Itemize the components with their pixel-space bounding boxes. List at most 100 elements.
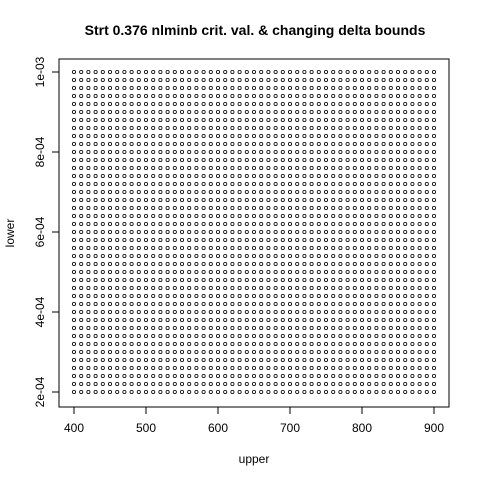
- data-point: [302, 349, 307, 354]
- data-point: [115, 149, 120, 154]
- data-point: [208, 102, 213, 107]
- data-point: [208, 333, 213, 338]
- data-point: [323, 349, 328, 354]
- data-point: [388, 229, 393, 234]
- data-point: [374, 269, 379, 274]
- data-point: [316, 301, 321, 306]
- data-point: [129, 133, 134, 138]
- data-point: [316, 78, 321, 83]
- data-point: [79, 157, 84, 162]
- data-point: [323, 181, 328, 186]
- data-point: [431, 165, 436, 170]
- data-point: [72, 309, 77, 314]
- data-point: [136, 70, 141, 75]
- data-point: [93, 102, 98, 107]
- data-point: [172, 245, 177, 250]
- data-point: [115, 126, 120, 131]
- data-point: [374, 365, 379, 370]
- data-point: [136, 253, 141, 258]
- data-point: [352, 133, 357, 138]
- data-point: [424, 197, 429, 202]
- data-point: [172, 197, 177, 202]
- data-point: [280, 110, 285, 115]
- data-point: [345, 205, 350, 210]
- data-point: [338, 110, 343, 115]
- data-point: [287, 365, 292, 370]
- data-point: [367, 70, 372, 75]
- data-point: [302, 357, 307, 362]
- data-point: [223, 110, 228, 115]
- data-point: [143, 213, 148, 218]
- data-point: [129, 149, 134, 154]
- data-point: [136, 285, 141, 290]
- data-point: [417, 237, 422, 242]
- data-point: [345, 245, 350, 250]
- data-point: [259, 269, 264, 274]
- data-point: [86, 221, 91, 226]
- data-point: [388, 373, 393, 378]
- data-point: [108, 110, 113, 115]
- data-point: [108, 205, 113, 210]
- data-point: [431, 110, 436, 115]
- data-point: [410, 221, 415, 226]
- data-point: [136, 349, 141, 354]
- data-point: [273, 373, 278, 378]
- data-point: [417, 181, 422, 186]
- data-point: [316, 213, 321, 218]
- data-point: [93, 301, 98, 306]
- data-point: [86, 86, 91, 91]
- data-point: [403, 181, 408, 186]
- data-point: [331, 118, 336, 123]
- data-point: [230, 333, 235, 338]
- data-point: [143, 165, 148, 170]
- data-point: [251, 333, 256, 338]
- data-point: [136, 205, 141, 210]
- data-point: [223, 237, 228, 242]
- data-point: [72, 285, 77, 290]
- data-point: [244, 365, 249, 370]
- data-point: [367, 165, 372, 170]
- data-point: [266, 165, 271, 170]
- y-tick-label: 4e-04: [33, 296, 47, 327]
- data-point: [165, 110, 170, 115]
- data-point: [251, 245, 256, 250]
- data-point: [374, 277, 379, 282]
- data-point: [158, 373, 163, 378]
- data-point: [352, 118, 357, 123]
- data-point: [244, 261, 249, 266]
- data-point: [410, 94, 415, 99]
- data-point: [352, 102, 357, 107]
- data-point: [359, 133, 364, 138]
- data-point: [424, 269, 429, 274]
- data-point: [367, 365, 372, 370]
- data-point: [172, 277, 177, 282]
- data-point: [136, 261, 141, 266]
- data-point: [165, 181, 170, 186]
- data-point: [338, 309, 343, 314]
- data-point: [259, 149, 264, 154]
- data-point: [172, 261, 177, 266]
- data-point: [151, 181, 156, 186]
- data-point: [259, 285, 264, 290]
- data-point: [302, 381, 307, 386]
- data-point: [79, 261, 84, 266]
- data-point: [424, 126, 429, 131]
- data-point: [194, 341, 199, 346]
- data-point: [93, 189, 98, 194]
- data-point: [237, 78, 242, 83]
- data-point: [259, 78, 264, 83]
- data-point: [100, 118, 105, 123]
- data-point: [215, 86, 220, 91]
- data-point: [367, 102, 372, 107]
- data-point: [201, 389, 206, 394]
- data-point: [417, 213, 422, 218]
- data-point: [201, 221, 206, 226]
- data-point: [259, 133, 264, 138]
- data-point: [295, 141, 300, 146]
- data-point: [273, 173, 278, 178]
- y-tick-label: 1e-03: [33, 56, 47, 87]
- data-point: [295, 149, 300, 154]
- data-point: [338, 102, 343, 107]
- data-point: [108, 277, 113, 282]
- data-point: [172, 149, 177, 154]
